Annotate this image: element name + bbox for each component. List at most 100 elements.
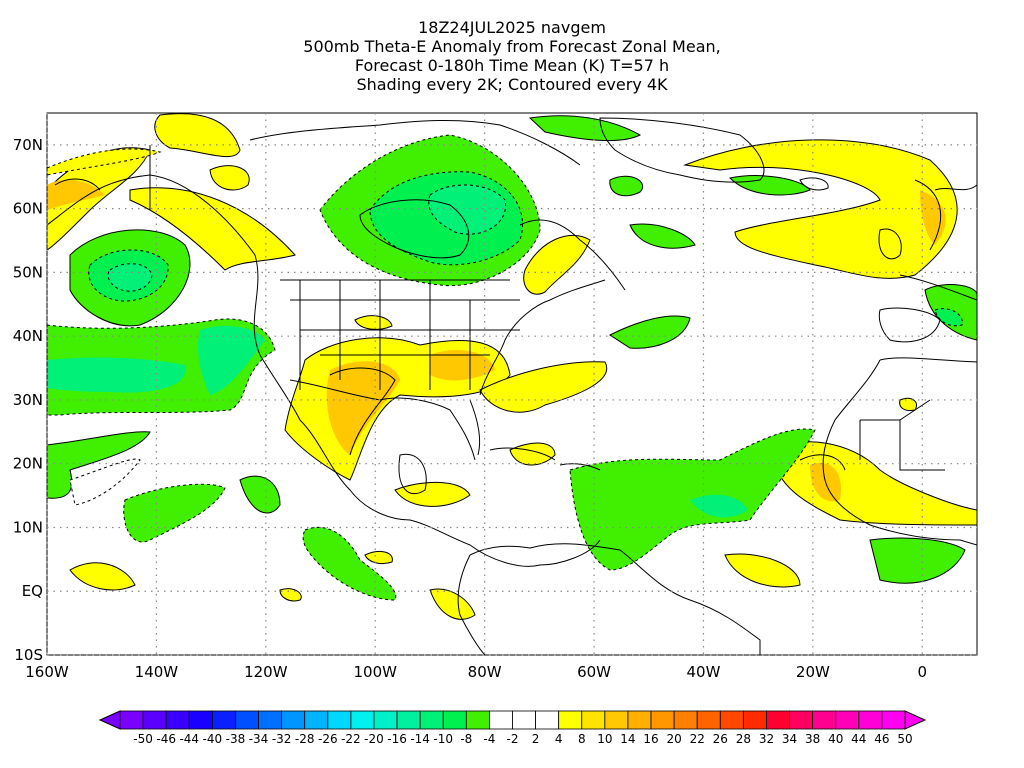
- coast-gulf: [379, 397, 476, 461]
- title-line-4: Shading every 2K; Contoured every 4K: [356, 75, 668, 94]
- colorbar-swatch: [119, 710, 144, 730]
- colorbar-label: 40: [828, 732, 843, 746]
- neg-ne-pacific-core: [107, 263, 153, 292]
- colorbar-labels: -50 -46 -44 -40 -38 -34 -32 -28 -26 -22 -20 -16 -14-…: [133, 732, 912, 746]
- colorbar-label: -44: [179, 732, 199, 746]
- colorbar-label: -46: [156, 732, 176, 746]
- lon-tick-label: 20W: [796, 663, 830, 681]
- colorbar-swatch: [742, 710, 767, 730]
- neg-iceland: [728, 175, 811, 196]
- colorbar-label: 10: [597, 732, 612, 746]
- coast-us-east: [479, 279, 606, 396]
- lon-tick-label: 60W: [577, 663, 611, 681]
- lon-tick-label: 140W: [135, 663, 179, 681]
- neg-greenland-2: [609, 175, 643, 197]
- us-borders: [280, 279, 520, 390]
- colorbar-label: -10: [433, 732, 453, 746]
- coast-cuba: [489, 447, 556, 461]
- lon-tick-label: 0: [918, 663, 928, 681]
- pos-pac-eq-1: [69, 562, 136, 591]
- title-line-3: Forecast 0-180h Time Mean (K) T=57 h: [354, 56, 670, 75]
- pos-w-africa: [774, 441, 977, 526]
- lon-tick-label: 40W: [687, 663, 721, 681]
- colorbar-label: 46: [874, 732, 889, 746]
- coast-north-america: [47, 174, 601, 567]
- colorbar-label: 22: [690, 732, 705, 746]
- colorbar-swatch: [258, 710, 283, 730]
- lat-tick-label: EQ: [22, 582, 43, 600]
- coast-europe: [899, 274, 977, 301]
- pos-north-atl-arc: [683, 139, 958, 279]
- neg-greenland-3: [629, 223, 696, 249]
- lat-tick-labels: 70N 60N 50N 40N 30N 20N 10N EQ 10S: [13, 136, 43, 664]
- pos-gulf-alaska: [154, 113, 241, 158]
- colorbar-swatch: [766, 710, 790, 730]
- coastlines: [47, 117, 977, 655]
- neg-hudson-core: [428, 184, 506, 235]
- coast-greenland: [599, 117, 765, 183]
- title-line-1: 18Z24JUL2025 navgem: [418, 18, 606, 37]
- anomaly-shading: [47, 113, 977, 620]
- colorbar-swatch: [235, 710, 259, 730]
- colorbar-label: -50: [133, 732, 153, 746]
- colorbar-label: -20: [364, 732, 384, 746]
- pos-alaska-core: [47, 179, 105, 210]
- pos-se-us-core: [430, 350, 495, 381]
- colorbar-swatch: [673, 710, 698, 730]
- colorbar-swatch: [604, 710, 629, 730]
- lat-tick-label: 20N: [13, 455, 43, 473]
- border-us-mexico: [289, 379, 381, 401]
- pos-north-pac-arc: [47, 148, 162, 176]
- lat-tick-label: 50N: [13, 263, 43, 281]
- colorbar-swatch: [881, 710, 906, 730]
- colorbar-label: 38: [805, 732, 820, 746]
- neg-iberia-core: [934, 308, 963, 327]
- neg-epac: [302, 526, 397, 601]
- colorbar-label: -38: [226, 732, 246, 746]
- colorbar-label: -26: [318, 732, 338, 746]
- positive-contours: [54, 178, 942, 471]
- coast-hudson-bay: [359, 199, 470, 259]
- colorbar-swatch: [304, 710, 329, 730]
- lon-tick-labels: 160W 140W 120W 100W 80W 60W 40W 20W 0: [25, 663, 927, 681]
- colorbar-swatch: [327, 710, 352, 730]
- colorbar-swatch: [789, 710, 814, 730]
- colorbar-swatch: [535, 710, 560, 730]
- colorbar-swatch: [858, 710, 883, 730]
- colorbar-label: 20: [666, 732, 681, 746]
- colorbar-label: -14: [410, 732, 430, 746]
- lon-tick-label: 100W: [354, 663, 398, 681]
- colorbar-label: -8: [460, 732, 472, 746]
- colorbar-swatch: [465, 710, 490, 730]
- colorbar-right-arrow: [904, 710, 927, 730]
- lon-tick-label: 160W: [25, 663, 69, 681]
- pos-atl-eq: [724, 553, 801, 588]
- neg-pac-trop-3: [123, 483, 226, 543]
- coast-iberia: [878, 307, 941, 343]
- coast-labrador: [519, 219, 626, 291]
- coast-sa-west: [457, 554, 486, 655]
- title-line-2: 500mb Theta-E Anomaly from Forecast Zona…: [303, 37, 721, 56]
- coast-africa: [822, 357, 977, 546]
- pos-labrador: [523, 235, 591, 295]
- plot-frame: [46, 112, 978, 656]
- title-block: 18Z24JUL2025 navgem 500mb Theta-E Anomal…: [0, 18, 1024, 94]
- lat-tick-label: 40N: [13, 327, 43, 345]
- colorbar-label: -4: [483, 732, 495, 746]
- colorbar-swatch: [489, 710, 513, 730]
- colorbar-swatch: [719, 710, 744, 730]
- coast-arctic-islands: [249, 119, 581, 166]
- pos-venezuela: [429, 588, 476, 620]
- pos-pac-eq-2: [279, 588, 302, 602]
- colorbar-swatch: [281, 710, 306, 730]
- neg-pac-trop-1: [47, 431, 151, 499]
- colorbar-label: 50: [897, 732, 912, 746]
- neg-mid-atl: [608, 315, 691, 349]
- colorbar-swatch: [373, 710, 398, 730]
- colorbar-swatch: [650, 710, 675, 730]
- neg-atl-eq: [869, 537, 966, 584]
- colorbar-swatch: [627, 710, 652, 730]
- coast-south-america: [469, 543, 761, 655]
- neg-greenland-1: [528, 115, 642, 142]
- lat-tick-label: 60N: [13, 200, 43, 218]
